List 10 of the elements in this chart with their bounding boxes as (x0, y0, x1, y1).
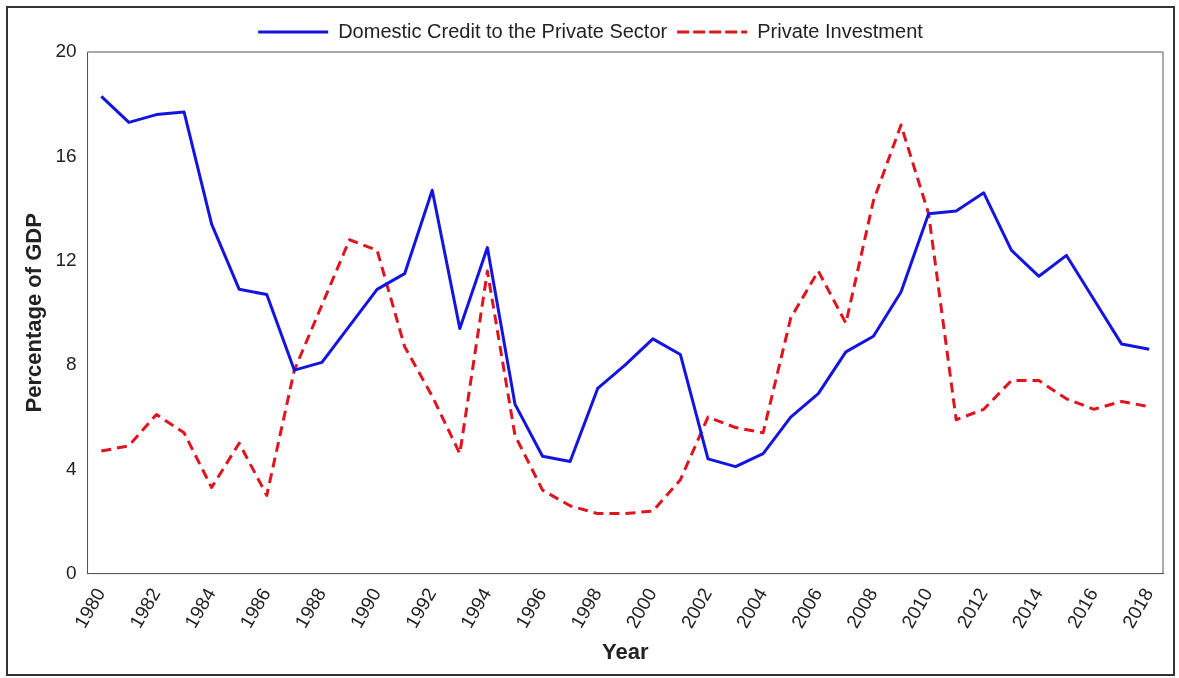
x-axis-title: Year (602, 638, 649, 664)
y-tick-label: 16 (55, 144, 77, 166)
legend-label: Domestic Credit to the Private Sector (338, 19, 668, 42)
y-tick-label: 4 (65, 457, 77, 479)
y-tick-label: 20 (55, 40, 77, 62)
y-tick-label: 0 (65, 561, 77, 583)
legend-label: Private Investment (757, 19, 924, 42)
y-axis-title: Percentage of GDP (21, 213, 47, 413)
y-tick-label: 8 (65, 353, 77, 375)
y-tick-label: 12 (55, 248, 77, 270)
